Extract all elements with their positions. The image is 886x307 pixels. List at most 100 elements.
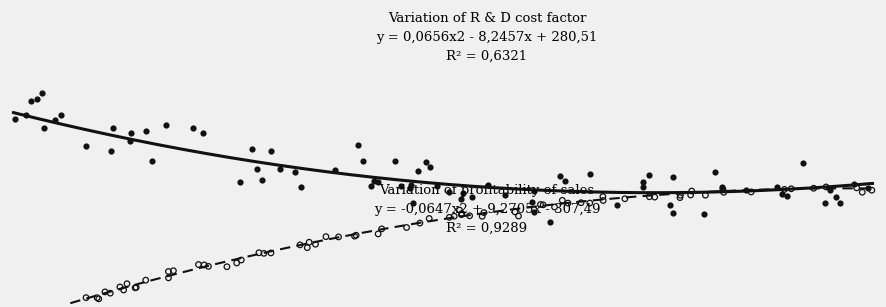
Point <box>122 138 136 143</box>
Point <box>331 235 346 239</box>
Point <box>780 193 794 198</box>
Point <box>796 161 810 165</box>
Point <box>536 202 550 207</box>
Point <box>48 118 62 122</box>
Point <box>557 178 571 183</box>
Point <box>818 200 832 205</box>
Point <box>319 234 333 239</box>
Point <box>672 195 687 200</box>
Point <box>456 190 470 195</box>
Point <box>117 287 131 292</box>
Point <box>610 203 624 208</box>
Point <box>159 122 173 127</box>
Point <box>128 285 142 290</box>
Point <box>113 285 127 290</box>
Point <box>548 204 562 209</box>
Point <box>806 186 820 191</box>
Point <box>411 169 425 174</box>
Point <box>197 262 211 267</box>
Point <box>250 167 264 172</box>
Point <box>527 210 541 215</box>
Point <box>642 172 657 177</box>
Point <box>708 170 722 175</box>
Point <box>129 285 144 290</box>
Point <box>846 182 860 187</box>
Point <box>264 149 278 154</box>
Point <box>90 295 105 300</box>
Point <box>229 260 244 265</box>
Point <box>855 190 869 195</box>
Point <box>475 214 489 219</box>
Point <box>407 200 421 205</box>
Point <box>201 264 215 269</box>
Point <box>404 183 418 188</box>
Point <box>97 290 112 294</box>
Point <box>543 219 557 224</box>
Point <box>308 242 323 247</box>
Point <box>462 213 477 218</box>
Point <box>744 189 758 194</box>
Text: Variation of R & D cost factor
y = 0,0656x2 - 8,2457x + 280,51
R² = 0,6321: Variation of R & D cost factor y = 0,065… <box>377 12 598 63</box>
Point <box>455 211 469 216</box>
Point <box>666 174 680 179</box>
Point <box>480 182 494 187</box>
Point <box>400 225 414 230</box>
Point <box>696 212 711 216</box>
Point <box>663 203 677 208</box>
Point <box>370 180 385 185</box>
Point <box>828 195 843 200</box>
Point <box>441 190 455 195</box>
Point <box>367 179 381 184</box>
Point <box>715 184 729 189</box>
Point <box>54 112 68 117</box>
Point <box>103 291 117 296</box>
Point <box>533 202 548 207</box>
Point <box>371 231 385 236</box>
Point <box>234 258 248 262</box>
Point <box>635 185 649 189</box>
Point <box>583 200 597 205</box>
Point <box>120 281 134 286</box>
Point <box>833 201 847 206</box>
Point <box>139 129 153 134</box>
Point <box>642 194 657 199</box>
Point <box>511 214 525 219</box>
Point <box>850 185 864 190</box>
Point <box>419 160 433 165</box>
Point <box>220 264 234 269</box>
Point <box>583 172 597 177</box>
Point <box>561 201 575 206</box>
Point <box>823 187 837 192</box>
Point <box>351 143 365 148</box>
Point <box>233 179 247 184</box>
Point <box>739 187 753 192</box>
Point <box>300 245 315 250</box>
Point <box>79 143 93 148</box>
Point <box>264 251 278 255</box>
Point <box>422 216 436 221</box>
Point <box>167 268 181 273</box>
Point <box>442 215 456 220</box>
Point <box>144 158 159 163</box>
Point <box>24 99 38 103</box>
Point <box>185 126 199 130</box>
Point <box>328 168 342 173</box>
Point <box>556 198 570 203</box>
Point <box>302 240 316 245</box>
Point <box>684 192 698 197</box>
Point <box>293 243 307 247</box>
Point <box>775 192 789 196</box>
Point <box>784 186 798 191</box>
Point <box>19 112 33 117</box>
Point <box>257 251 271 256</box>
Point <box>252 250 266 255</box>
Point <box>861 186 875 191</box>
Point <box>294 184 308 189</box>
Point <box>104 149 118 154</box>
Point <box>819 185 833 189</box>
Point <box>430 184 444 188</box>
Point <box>349 233 363 238</box>
Point <box>8 116 22 121</box>
Point <box>717 190 731 195</box>
Point <box>106 125 120 130</box>
